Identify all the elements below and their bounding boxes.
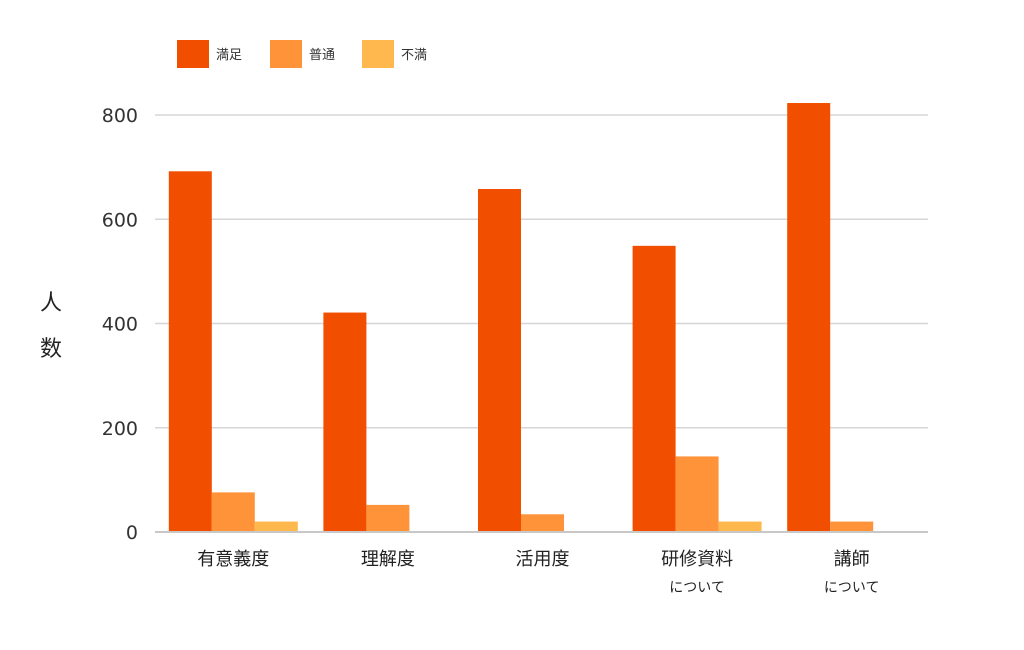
legend-swatch	[362, 40, 394, 68]
legend-item-普通: 普通	[270, 40, 335, 68]
legend-swatch	[270, 40, 302, 68]
y-axis-label: 人数	[40, 291, 62, 362]
y-axis-ticks: 0 200 400 600 800	[102, 105, 138, 544]
x-tick-sublabel: について	[824, 580, 880, 596]
bar-3-満足	[478, 189, 521, 532]
bar-1-不満	[254, 521, 298, 532]
legend-label: 満足	[216, 48, 242, 63]
y-axis-label-char: 人	[40, 291, 62, 316]
x-tick-label: 講師	[834, 549, 870, 570]
bar-1-普通	[211, 492, 255, 532]
y-tick-label-600: 600	[102, 209, 138, 231]
legend: 満足 普通 不満	[177, 40, 427, 68]
legend-swatch	[177, 40, 209, 68]
x-tick-label: 理解度	[361, 549, 415, 570]
bar-1-満足	[168, 171, 212, 533]
y-tick-label-800: 800	[102, 105, 138, 127]
legend-item-満足: 満足	[177, 40, 242, 68]
y-tick-label-0: 0	[126, 522, 138, 544]
x-tick-label: 活用度	[516, 549, 570, 570]
x-tick-label: 有意義度	[197, 549, 269, 570]
bar-4-不満	[718, 521, 762, 532]
bar-5-普通	[830, 521, 874, 532]
bar-4-満足	[632, 245, 676, 533]
bar-4-普通	[675, 456, 719, 532]
bar-2-普通	[366, 504, 410, 532]
legend-item-不満: 不満	[362, 40, 427, 68]
bar-5-満足	[787, 103, 831, 532]
x-tick-sublabel: について	[669, 580, 725, 596]
x-tick-label: 研修資料	[661, 549, 733, 570]
y-tick-label-200: 200	[102, 418, 138, 440]
y-axis-label-char: 数	[40, 337, 62, 362]
bar-3-普通	[521, 514, 564, 532]
bar-2-満足	[323, 312, 367, 532]
legend-label: 普通	[309, 48, 335, 63]
legend-label: 不満	[401, 48, 427, 63]
y-tick-label-400: 400	[102, 314, 138, 336]
bars	[168, 103, 874, 533]
